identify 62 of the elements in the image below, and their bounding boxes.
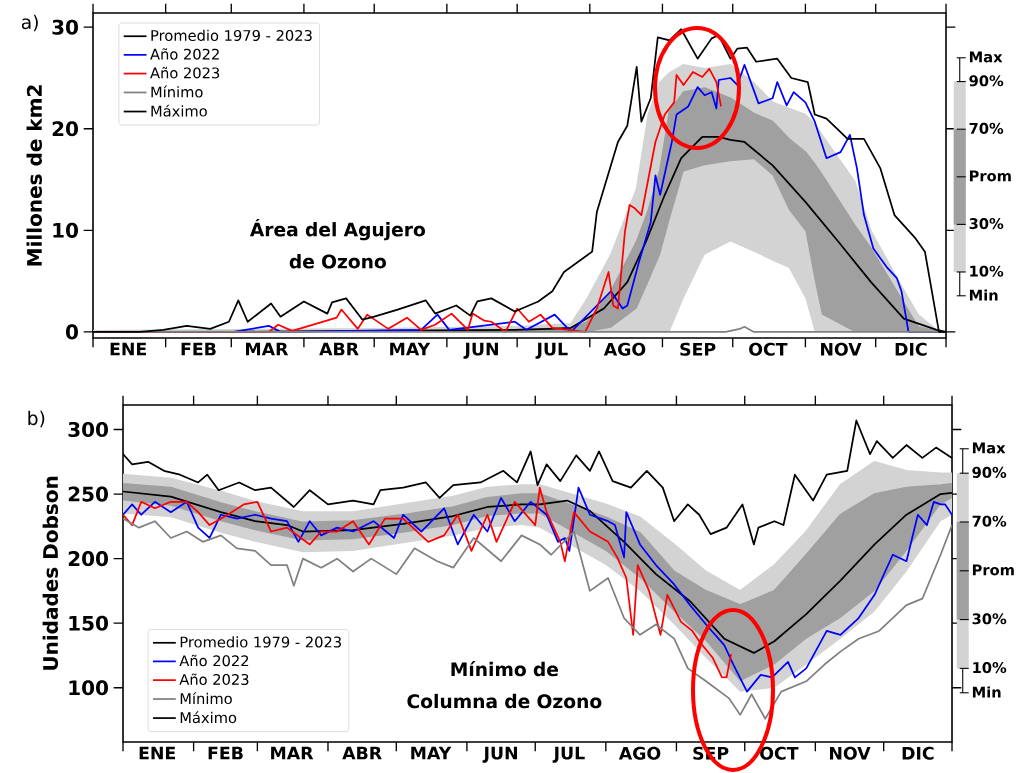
text: Max	[972, 442, 1006, 454]
text: Min	[969, 289, 998, 301]
x-tick-label: NOV	[821, 342, 862, 356]
x-tick-label: DIC	[895, 342, 927, 356]
text: 30%	[969, 218, 1004, 230]
x-tick-label: NOV	[830, 746, 871, 760]
text: Max	[969, 51, 1003, 63]
text: Prom	[969, 170, 1011, 182]
text: 10%	[973, 662, 1007, 674]
y-tick-label: 150	[69, 615, 108, 631]
y-tick-label: 0	[66, 324, 78, 340]
y-axis-title: Unidades Dobson	[42, 476, 59, 670]
annotation: Mínimo de Columna de Ozono	[407, 661, 602, 709]
x-tick-label: JUN	[482, 746, 517, 763]
chart-title: a)	[21, 14, 38, 32]
x-tick-label: MAR	[271, 746, 314, 760]
x-tick-label: DIC	[902, 746, 934, 760]
x-tick-label: OCT	[760, 746, 799, 760]
legend-label: Año 2022	[150, 48, 219, 60]
x-tick-label: ENE	[110, 342, 146, 356]
chart-title: b)	[28, 410, 45, 428]
y-axis-title: Millones de km2	[26, 85, 42, 266]
text: 90%	[969, 75, 1004, 87]
y-tick-label: 30	[52, 19, 78, 35]
y-tick-label: 10	[53, 222, 78, 238]
text: 70%	[969, 122, 1004, 134]
text: Prom	[972, 564, 1014, 576]
text: 10%	[970, 265, 1004, 277]
x-tick-label: AGO	[603, 342, 646, 356]
y-tick-label: 100	[69, 680, 108, 696]
legend-label: Máximo	[151, 104, 207, 117]
y-tick-label: 20	[52, 121, 78, 137]
x-tick-label: MAY	[390, 342, 431, 356]
x-tick-label: JUN	[463, 342, 498, 359]
x-tick-label: ABR	[342, 746, 382, 760]
legend-label: Promedio 1979 - 2023	[180, 636, 341, 648]
x-tick-label: AGO	[618, 746, 661, 760]
y-tick-label: 250	[68, 486, 108, 502]
text: Min	[972, 686, 1001, 698]
x-tick-label: JUL	[535, 342, 568, 359]
legend-label: Año 2023	[150, 66, 220, 79]
x-tick-label: MAY	[411, 746, 452, 760]
x-tick-label: MAR	[246, 342, 289, 356]
text: 90%	[972, 466, 1007, 478]
legend-label: Máximo	[180, 711, 237, 724]
x-tick-label: SEP	[680, 342, 716, 356]
x-tick-label: ABR	[319, 342, 359, 356]
legend-label: Año 2023	[179, 673, 249, 686]
text: 30%	[972, 613, 1007, 625]
y-tick-label: 300	[68, 421, 108, 438]
text: 70%	[972, 515, 1007, 527]
x-tick-label: ENE	[139, 746, 175, 760]
legend-label: Mínimo	[180, 692, 232, 705]
annotation: Área del Agujero de Ozono	[249, 218, 425, 269]
legend-label: Año 2022	[179, 654, 249, 667]
x-tick-label: OCT	[749, 342, 788, 356]
y-tick-label: 200	[68, 551, 108, 567]
x-tick-label: JUL	[552, 746, 585, 763]
legend-label: Promedio 1979 - 2023	[151, 29, 312, 42]
x-tick-label: FEB	[208, 746, 243, 760]
legend-label: Mínimo	[151, 85, 203, 98]
x-tick-label: FEB	[181, 342, 216, 356]
